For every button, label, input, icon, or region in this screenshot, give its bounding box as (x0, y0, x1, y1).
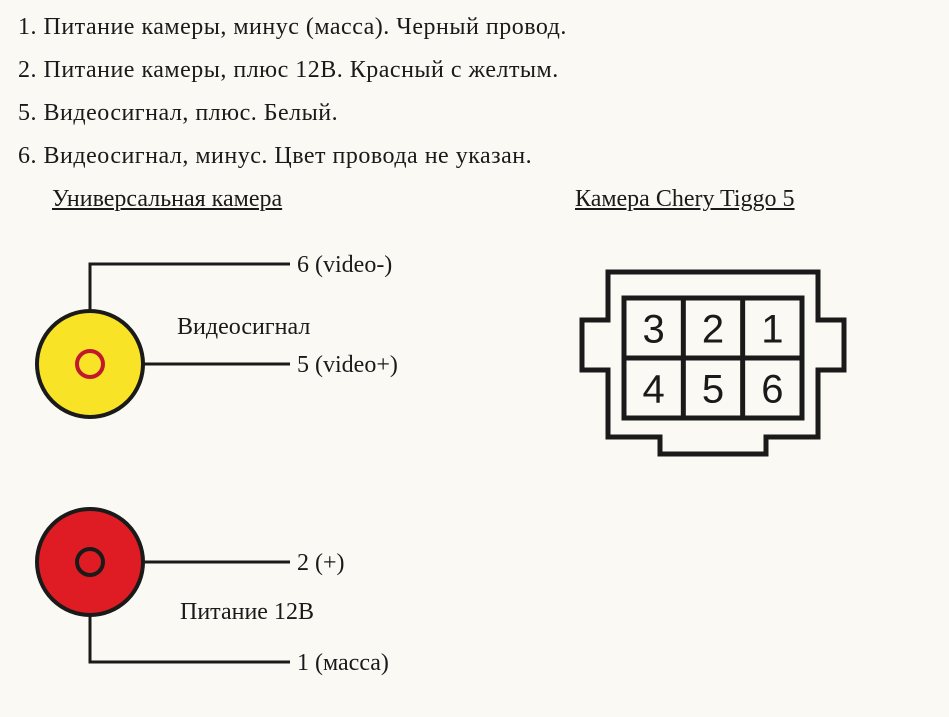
pin-3: 3 (643, 308, 665, 352)
diagrams-container: Универсальная камера Камера Chery Tiggo … (0, 186, 949, 706)
power-connector-inner (77, 549, 103, 575)
list-line-2: 2. Питание камеры, плюс 12В. Красный с ж… (18, 57, 949, 84)
label-video-minus: 6 (video-) (297, 252, 392, 278)
video-connector-inner (77, 351, 103, 377)
pin-1: 1 (761, 308, 783, 352)
chery-tiggo-connector-diagram: 3 2 1 4 5 6 (568, 242, 888, 502)
pin-description-list: 1. Питание камеры, минус (масса). Черный… (0, 0, 949, 170)
list-line-3: 5. Видеосигнал, плюс. Белый. (18, 100, 949, 127)
list-line-1: 1. Питание камеры, минус (масса). Черный… (18, 14, 949, 41)
label-video-caption: Видеосигнал (177, 314, 310, 340)
list-line-4: 6. Видеосигнал, минус. Цвет провода не у… (18, 143, 949, 170)
pin-6: 6 (761, 368, 783, 412)
universal-camera-diagram: 6 (video-) Видеосигнал 5 (video+) 2 (+) … (12, 224, 492, 694)
universal-camera-title: Универсальная камера (52, 186, 282, 213)
label-power-caption: Питание 12В (180, 599, 314, 625)
label-video-plus: 5 (video+) (297, 352, 398, 378)
chery-tiggo-title: Камера Chery Tiggo 5 (575, 186, 795, 213)
label-power-plus: 2 (+) (297, 550, 345, 576)
pin-5: 5 (702, 368, 724, 412)
label-power-ground: 1 (масса) (297, 650, 389, 676)
lead-video-minus (90, 264, 290, 311)
pin-4: 4 (643, 368, 665, 412)
pin-2: 2 (702, 308, 724, 352)
